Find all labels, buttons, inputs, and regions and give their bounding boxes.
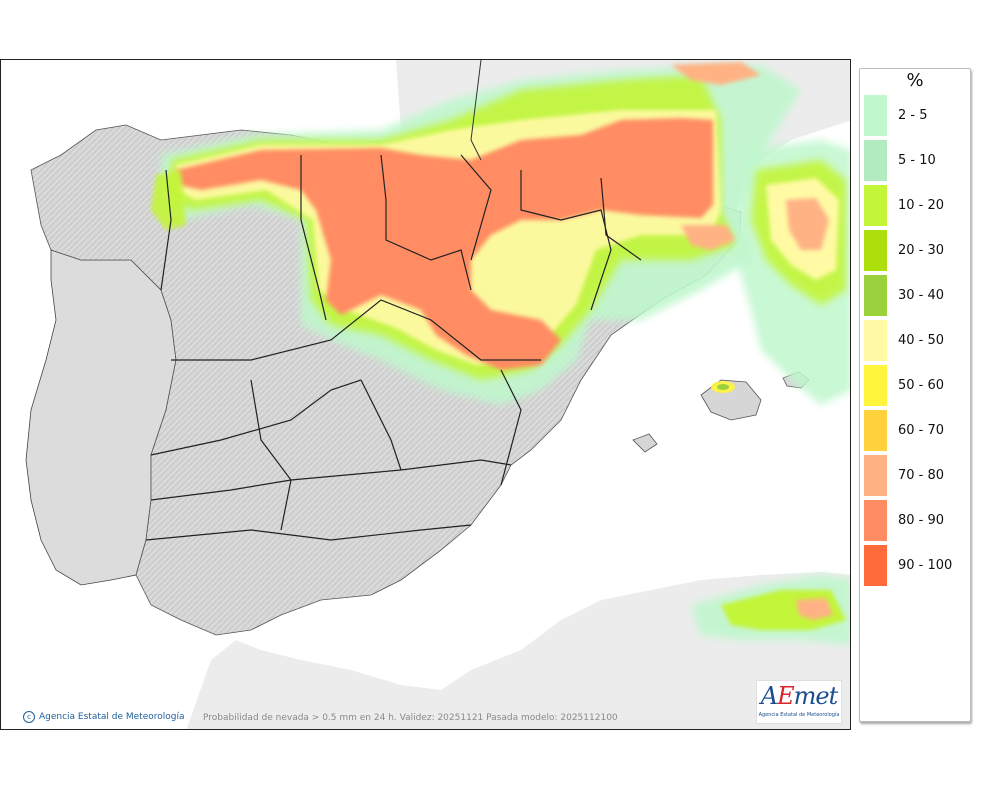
pyrenees-border <box>470 60 482 161</box>
legend-label: 5 - 10 <box>898 153 936 168</box>
ibiza-island <box>632 433 658 453</box>
legend-item: 90 - 100 <box>864 545 968 587</box>
legend-swatch <box>864 275 887 316</box>
legend-item: 5 - 10 <box>864 140 968 182</box>
north-africa-land <box>186 572 850 729</box>
agency-credit-text: Agencia Estatal de Meteorología <box>39 712 185 722</box>
legend-item: 10 - 20 <box>864 185 968 227</box>
legend-item: 30 - 40 <box>864 275 968 317</box>
legend-item: 2 - 5 <box>864 95 968 137</box>
legend-label: 10 - 20 <box>898 198 945 213</box>
legend-label: 2 - 5 <box>898 108 928 123</box>
legend-swatch <box>864 230 887 271</box>
legend-item: 50 - 60 <box>864 365 968 407</box>
legend-label: 50 - 60 <box>898 378 945 393</box>
legend-label: 40 - 50 <box>898 333 945 348</box>
copyright-icon: c <box>23 711 35 723</box>
legend-swatch <box>864 455 887 496</box>
legend-item: 60 - 70 <box>864 410 968 452</box>
snow-probability-overlay <box>151 62 850 645</box>
agency-credit[interactable]: c Agencia Estatal de Meteorología <box>23 711 185 723</box>
legend-label: 60 - 70 <box>898 423 945 438</box>
legend-item: 20 - 30 <box>864 230 968 272</box>
legend-item: 80 - 90 <box>864 500 968 542</box>
map-canvas <box>1 60 850 729</box>
legend-label: 30 - 40 <box>898 288 945 303</box>
map-caption: Probabilidad de nevada > 0.5 mm en 24 h.… <box>203 713 618 723</box>
aemet-logo-subtitle: Agencia Estatal de Meteorología <box>758 712 840 718</box>
legend-swatch <box>864 95 887 136</box>
aemet-logo-mark: AEmet <box>760 682 838 710</box>
legend-unit: % <box>906 70 924 91</box>
legend-label: 90 - 100 <box>898 558 953 573</box>
legend-swatch <box>864 365 887 406</box>
legend-label: 80 - 90 <box>898 513 945 528</box>
legend-panel: % 2 - 5 5 - 10 10 - 20 20 - 30 30 - 40 40 - 5… <box>859 68 971 722</box>
legend-label: 70 - 80 <box>898 468 945 483</box>
legend-swatch <box>864 410 887 451</box>
snow-high-probability-area <box>176 118 713 370</box>
legend-label: 20 - 30 <box>898 243 945 258</box>
aemet-logo[interactable]: AEmet Agencia Estatal de Meteorología <box>756 680 842 724</box>
legend-item: 70 - 80 <box>864 455 968 497</box>
legend-swatch <box>864 500 887 541</box>
map-frame: c Agencia Estatal de Meteorología Probab… <box>0 59 851 730</box>
legend-swatch <box>864 140 887 181</box>
legend-item: 40 - 50 <box>864 320 968 362</box>
region-borders <box>145 154 642 541</box>
legend-swatch <box>864 545 887 586</box>
legend-swatch <box>864 185 887 226</box>
legend-swatch <box>864 320 887 361</box>
